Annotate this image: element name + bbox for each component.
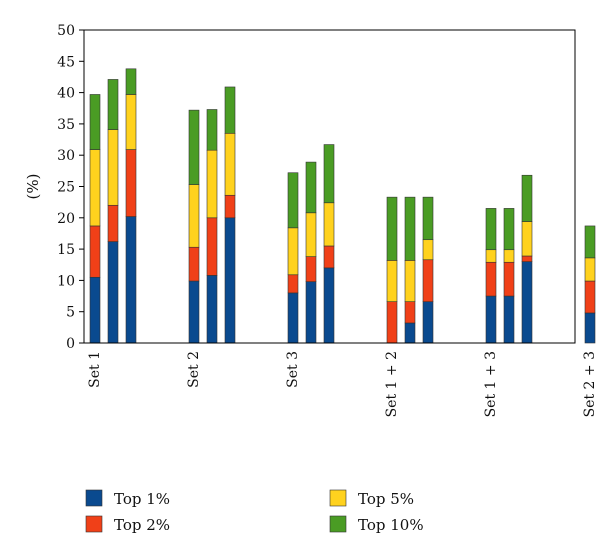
y-tick-label: 10 — [57, 273, 75, 289]
bar-segment-top-5- — [323, 202, 335, 247]
category-label: Set 1 + 2 — [384, 351, 400, 417]
bar-segment-top-1- — [323, 267, 335, 344]
y-tick-label: 15 — [57, 242, 75, 258]
bar-segment-top-5- — [422, 239, 434, 261]
bar-segment-top-5- — [404, 260, 416, 302]
category-label: Set 1 — [87, 351, 103, 388]
bar-segment-top-2- — [404, 301, 416, 324]
bar-segment-top-2- — [125, 149, 137, 217]
bar-segment-top-1- — [305, 281, 317, 344]
bar-segment-top-10- — [224, 86, 236, 134]
bar-segment-top-10- — [107, 79, 119, 130]
y-axis-ticks: 0 5 10 15 20 25 30 35 40 45 50 — [57, 23, 84, 352]
y-tick-label: 25 — [57, 180, 75, 196]
bar-segment-top-5- — [125, 94, 137, 150]
legend-label: Top 2% — [114, 516, 170, 534]
bar-segment-top-10- — [89, 94, 101, 150]
legend-label: Top 5% — [358, 490, 414, 508]
bar-segment-top-1- — [89, 276, 101, 344]
bar-segment-top-10- — [422, 196, 434, 241]
bar-segment-top-2- — [521, 255, 533, 262]
y-tick-label: 5 — [66, 305, 75, 321]
bar-segment-top-10- — [305, 161, 317, 214]
bars — [89, 68, 596, 344]
bar-segment-top-5- — [206, 149, 218, 219]
plot-frame — [83, 29, 576, 344]
y-axis-label: (%) — [24, 174, 42, 200]
bar-segment-top-10- — [287, 172, 299, 229]
y-tick-label: 20 — [57, 211, 75, 227]
y-axis-label-group: (%) — [24, 174, 42, 200]
y-tick-label: 50 — [57, 23, 75, 39]
legend: Top 1% Top 2% Top 5% Top 10% — [85, 489, 424, 534]
y-tick-label: 30 — [57, 148, 75, 164]
bar-segment-top-1- — [503, 295, 515, 344]
bar-segment-top-1- — [422, 301, 434, 344]
bar-segment-top-1- — [584, 312, 596, 344]
y-tick-label: 0 — [66, 336, 75, 352]
bar-segment-top-5- — [89, 149, 101, 227]
bar-segment-top-5- — [107, 129, 119, 206]
bar-segment-top-5- — [584, 257, 596, 282]
bar-segment-top-10- — [188, 109, 200, 185]
bar-segment-top-10- — [125, 68, 137, 95]
legend-swatch — [329, 515, 347, 533]
legend-swatch — [85, 515, 103, 533]
bar-segment-top-1- — [107, 241, 119, 344]
bar-segment-top-1- — [188, 280, 200, 344]
bar-segment-top-1- — [206, 275, 218, 344]
bar-segment-top-5- — [503, 249, 515, 263]
bar-segment-top-5- — [485, 249, 497, 263]
bar-segment-top-2- — [89, 225, 101, 278]
bar-segment-top-2- — [386, 301, 398, 344]
bar-segment-top-2- — [422, 259, 434, 302]
bar-segment-top-5- — [521, 221, 533, 257]
bar-segment-top-2- — [485, 261, 497, 297]
bar-segment-top-1- — [404, 322, 416, 344]
bar-segment-top-2- — [224, 194, 236, 219]
category-label: Set 3 — [285, 351, 301, 388]
bar-segment-top-1- — [287, 292, 299, 344]
bar-segment-top-2- — [107, 204, 119, 242]
y-tick-label: 40 — [57, 86, 75, 102]
bar-segment-top-10- — [485, 208, 497, 251]
legend-label: Top 10% — [358, 516, 424, 534]
y-tick-label: 45 — [57, 54, 75, 70]
bar-segment-top-10- — [323, 144, 335, 204]
bar-segment-top-5- — [287, 227, 299, 276]
bar-segment-top-10- — [386, 196, 398, 261]
category-label: Set 1 + 3 — [483, 351, 499, 417]
bar-segment-top-10- — [521, 174, 533, 222]
category-label: Set 2 + 3 — [582, 351, 598, 417]
bar-segment-top-2- — [584, 280, 596, 314]
legend-swatch — [329, 489, 347, 507]
bar-segment-top-2- — [305, 256, 317, 282]
bar-segment-top-2- — [287, 274, 299, 294]
bar-segment-top-5- — [305, 212, 317, 257]
bar-segment-top-2- — [206, 217, 218, 276]
category-labels: Set 1 Set 2 Set 3 Set 1 + 2 Set 1 + 3 Set 2 +… — [87, 351, 598, 417]
bar-segment-top-5- — [188, 184, 200, 248]
bar-segment-top-2- — [323, 245, 335, 269]
legend-label: Top 1% — [114, 490, 170, 508]
y-tick-label: 35 — [57, 117, 75, 133]
bar-segment-top-1- — [125, 216, 137, 344]
bar-segment-top-2- — [503, 261, 515, 297]
bar-segment-top-1- — [521, 261, 533, 344]
bar-segment-top-1- — [485, 295, 497, 344]
legend-swatch — [85, 489, 103, 507]
bar-segment-top-5- — [386, 260, 398, 302]
bar-segment-top-2- — [188, 246, 200, 282]
bar-segment-top-5- — [224, 132, 236, 196]
bar-segment-top-10- — [404, 196, 416, 261]
bar-segment-top-10- — [584, 225, 596, 259]
axes — [83, 29, 576, 344]
bar-segment-top-10- — [206, 109, 218, 151]
bar-segment-top-1- — [224, 217, 236, 344]
bar-segment-top-10- — [503, 208, 515, 251]
category-label: Set 2 — [186, 351, 202, 388]
